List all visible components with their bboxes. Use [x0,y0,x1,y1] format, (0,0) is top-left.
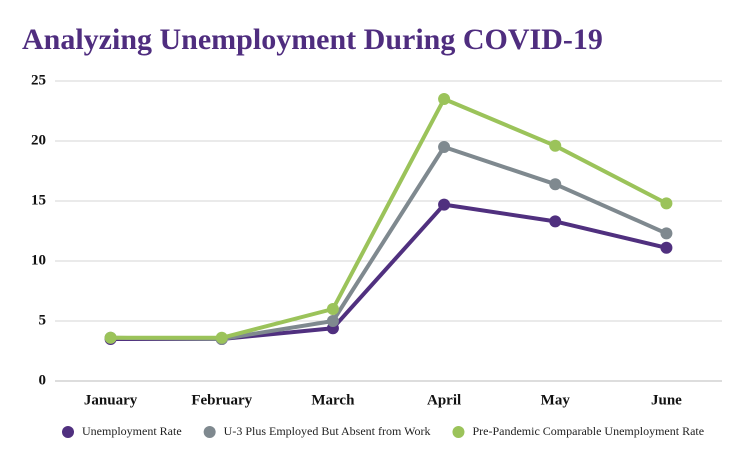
legend-marker [452,426,465,438]
series-line [110,145,668,341]
y-tick-label: 25 [31,72,46,88]
series-line [110,202,667,341]
x-tick-label: March [311,392,355,408]
x-tick-label: May [541,392,571,408]
data-point [549,178,562,191]
series-line [110,97,668,340]
x-tick-label: January [84,392,138,408]
data-point [660,197,673,210]
x-tick-label: June [651,392,682,408]
data-point [549,139,562,152]
data-point [438,141,451,153]
y-tick-label: 5 [39,312,47,328]
chart-title: Analyzing Unemployment During COVID-19 [22,23,603,56]
data-point [215,331,228,344]
data-point [104,331,117,344]
data-point [326,315,339,327]
data-point [660,227,673,240]
y-tick-label: 15 [31,192,46,208]
data-point [438,93,451,105]
legend-label: Pre-Pandemic Comparable Unemployment Rat… [472,424,704,438]
data-point [438,198,451,211]
x-tick-label: April [427,392,461,408]
legend-marker [203,426,216,438]
data-point [549,215,562,228]
legend-marker [62,426,74,438]
y-tick-label: 10 [31,252,46,268]
y-tick-label: 20 [31,132,46,148]
data-point [326,303,339,315]
y-tick-label: 0 [39,372,47,388]
data-point [660,241,673,254]
x-tick-label: February [191,392,252,408]
legend-label: U-3 Plus Employed But Absent from Work [224,424,431,438]
legend-label: Unemployment Rate [82,424,182,438]
